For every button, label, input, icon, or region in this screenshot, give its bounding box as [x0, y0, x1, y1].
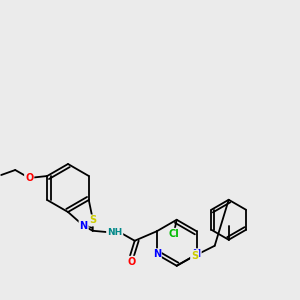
Text: N: N: [193, 249, 201, 259]
Text: N: N: [153, 249, 161, 259]
Text: S: S: [191, 251, 198, 261]
Text: N: N: [80, 221, 88, 231]
Text: S: S: [89, 215, 97, 225]
Text: NH: NH: [107, 228, 122, 237]
Text: O: O: [25, 173, 33, 183]
Text: O: O: [128, 257, 136, 267]
Text: Cl: Cl: [168, 229, 179, 239]
